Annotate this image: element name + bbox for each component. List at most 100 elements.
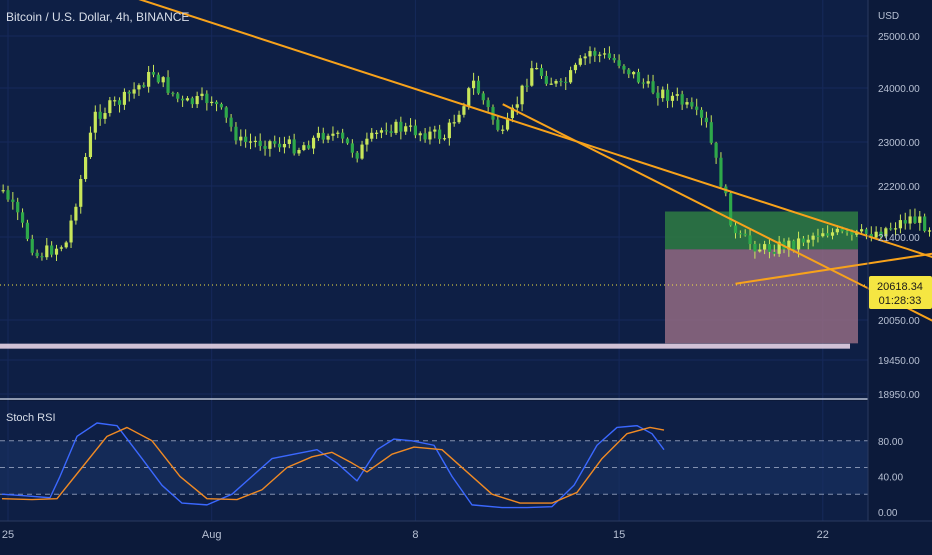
candle-body bbox=[719, 158, 722, 187]
candle-body bbox=[792, 241, 795, 250]
candle-body bbox=[540, 68, 543, 76]
candle-body bbox=[826, 233, 829, 235]
candle-body bbox=[608, 53, 611, 58]
price-tick-label: 22200.00 bbox=[878, 182, 920, 193]
candle-body bbox=[797, 238, 800, 249]
indicator-title[interactable]: Stoch RSI bbox=[6, 412, 56, 424]
candle-body bbox=[685, 102, 688, 104]
candle-body bbox=[593, 51, 596, 56]
candle-body bbox=[108, 100, 111, 113]
price-tick-label: 19450.00 bbox=[878, 356, 920, 367]
candle-body bbox=[283, 144, 286, 147]
candle-body bbox=[647, 81, 650, 83]
candle-body bbox=[521, 86, 524, 105]
candle-body bbox=[278, 144, 281, 148]
candle-body bbox=[186, 98, 189, 100]
candle-body bbox=[26, 223, 29, 239]
candle-body bbox=[409, 126, 412, 127]
candle-body bbox=[341, 133, 344, 139]
candle-body bbox=[414, 126, 417, 136]
candle-body bbox=[99, 112, 102, 119]
candle-body bbox=[681, 94, 684, 104]
candle-body bbox=[666, 90, 669, 101]
candle-body bbox=[404, 126, 407, 131]
candle-body bbox=[428, 132, 431, 140]
candle-body bbox=[370, 133, 373, 139]
candle-body bbox=[302, 145, 305, 150]
candle-body bbox=[448, 123, 451, 139]
indicator-tick-label: 80.00 bbox=[878, 437, 903, 448]
candle-body bbox=[671, 96, 674, 101]
candle-body bbox=[191, 98, 194, 104]
candle-body bbox=[50, 245, 53, 254]
candle-body bbox=[651, 81, 654, 92]
candle-body bbox=[928, 230, 931, 231]
candle-body bbox=[40, 256, 43, 257]
candle-body bbox=[210, 102, 213, 103]
candle-body bbox=[239, 137, 242, 141]
candle-body bbox=[845, 231, 848, 232]
candle-body bbox=[84, 157, 87, 179]
candle-body bbox=[816, 236, 819, 237]
candle-body bbox=[899, 220, 902, 228]
last-price: 20618.34 bbox=[877, 281, 923, 293]
profit-zone[interactable] bbox=[665, 212, 858, 250]
candle-body bbox=[433, 130, 436, 132]
candle-body bbox=[695, 107, 698, 110]
candle-body bbox=[322, 133, 325, 140]
candle-body bbox=[453, 122, 456, 123]
candle-body bbox=[288, 139, 291, 144]
candle-body bbox=[690, 102, 693, 106]
candle-body bbox=[65, 242, 68, 247]
candle-body bbox=[661, 90, 664, 99]
candle-body bbox=[812, 236, 815, 240]
candle-body bbox=[739, 233, 742, 234]
candle-body bbox=[569, 70, 572, 82]
candle-body bbox=[598, 55, 601, 56]
candle-body bbox=[535, 68, 538, 69]
price-tick-label: 21400.00 bbox=[878, 233, 920, 244]
candle-body bbox=[632, 72, 635, 74]
candle-body bbox=[700, 110, 703, 118]
candle-body bbox=[860, 229, 863, 231]
candle-body bbox=[579, 58, 582, 65]
candle-body bbox=[525, 86, 528, 87]
candle-body bbox=[6, 190, 9, 199]
candle-body bbox=[234, 127, 237, 141]
candle-body bbox=[904, 220, 907, 223]
candle-body bbox=[230, 118, 233, 127]
candle-body bbox=[802, 238, 805, 242]
loss-zone[interactable] bbox=[665, 249, 858, 343]
candle-body bbox=[913, 216, 916, 222]
candle-body bbox=[31, 239, 34, 253]
candle-body bbox=[55, 249, 58, 255]
candle-body bbox=[45, 245, 48, 257]
candle-body bbox=[181, 99, 184, 101]
candle-body bbox=[312, 138, 315, 149]
candle-body bbox=[36, 253, 39, 256]
candle-body bbox=[768, 244, 771, 252]
candle-body bbox=[166, 77, 169, 93]
candle-body bbox=[462, 106, 465, 115]
candle-body bbox=[637, 72, 640, 83]
candle-body bbox=[365, 139, 368, 145]
candle-body bbox=[162, 77, 165, 82]
candle-body bbox=[748, 235, 751, 244]
candle-body bbox=[249, 141, 252, 142]
candle-body bbox=[807, 240, 810, 243]
candle-body bbox=[821, 233, 824, 236]
candle-body bbox=[128, 92, 131, 94]
candle-body bbox=[215, 102, 218, 104]
horizontal-support-line[interactable] bbox=[0, 344, 850, 349]
candle-body bbox=[336, 133, 339, 134]
candle-body bbox=[627, 70, 630, 75]
candle-body bbox=[574, 65, 577, 70]
candle-body bbox=[918, 216, 921, 222]
candle-body bbox=[60, 247, 63, 248]
candle-body bbox=[705, 118, 708, 122]
candle-body bbox=[254, 141, 257, 142]
candle-body bbox=[79, 179, 82, 207]
candle-body bbox=[94, 112, 97, 133]
candle-body bbox=[147, 72, 150, 87]
